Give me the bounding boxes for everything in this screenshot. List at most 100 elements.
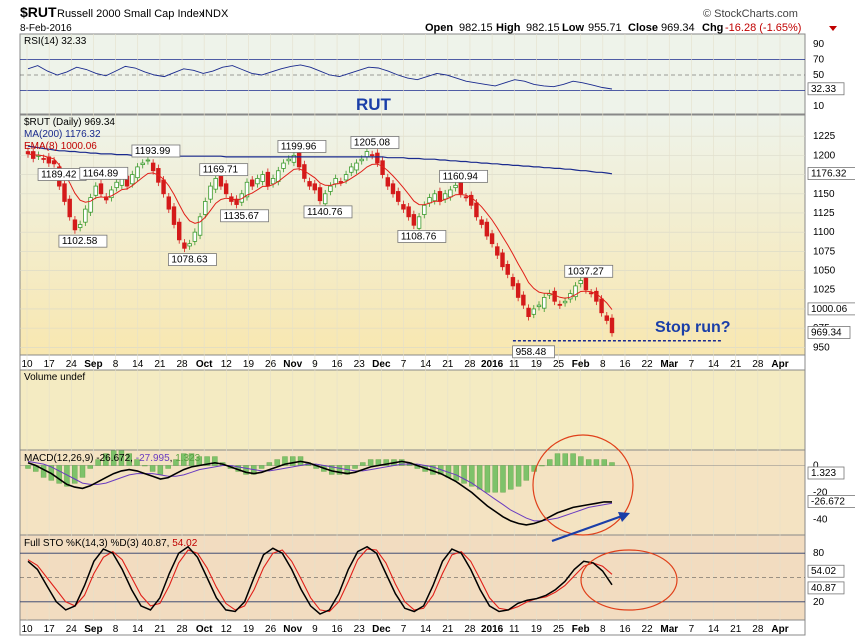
x-tick-label-bottom: Nov (283, 624, 302, 635)
x-tick-label-bottom: 8 (113, 624, 119, 635)
candle-body (62, 183, 67, 202)
x-tick-label-bottom: 10 (21, 624, 33, 635)
ema8-current-label-box (807, 302, 855, 316)
candle-body (244, 181, 250, 198)
high-value: 982.15 (526, 22, 560, 34)
price-callout: 1205.08 (354, 137, 391, 148)
sto-k-legend-name: %K(14,3) (66, 538, 108, 549)
x-tick-label-bottom: 19 (531, 624, 543, 635)
macd-hist-bar (118, 450, 125, 466)
x-tick-label: 28 (464, 359, 476, 370)
candle-body (197, 216, 203, 236)
x-tick-label-bottom: 7 (689, 624, 695, 635)
candle-body (307, 181, 312, 187)
candle-body (223, 183, 229, 195)
candle-body (187, 243, 192, 247)
price-tick-label: 1150 (813, 189, 835, 200)
x-tick-label-bottom: 26 (265, 624, 277, 635)
candle-body (135, 166, 140, 179)
candle-body (166, 196, 171, 210)
rsi-line (27, 64, 613, 90)
x-tick-label: 11 (509, 359, 520, 370)
candle-body (484, 221, 490, 237)
price-callout: 1140.76 (307, 207, 343, 218)
x-tick-label-bottom: 24 (66, 624, 78, 635)
x-tick-label-bottom: 19 (243, 624, 255, 635)
macd-hist-bar (352, 465, 358, 469)
x-tick-label-bottom: 28 (176, 624, 188, 635)
candle-body (495, 246, 500, 256)
x-tick-label: 7 (689, 359, 695, 370)
price-callout-box (512, 345, 555, 359)
candle-body (286, 158, 291, 162)
x-tick-label-bottom: 14 (132, 624, 144, 635)
ma200-legend-value: 1176.32 (65, 129, 101, 140)
macd-hist-bar (149, 465, 156, 472)
macd-hist-bar (165, 465, 171, 469)
candle-body (594, 290, 599, 302)
macd-hist-bar (562, 453, 568, 466)
x-tick-label-bottom: 11 (509, 624, 520, 635)
macd-hist-bar (554, 453, 561, 466)
price-callout-box (220, 209, 269, 223)
candle-body (291, 154, 297, 163)
macd-hist-bar (40, 465, 47, 478)
macd-hist-bar (188, 453, 195, 466)
candle-body (474, 202, 479, 218)
macd-hist-bar (523, 465, 530, 481)
x-tick-label-bottom: Mar (660, 624, 678, 635)
price-callout: 1102.58 (62, 236, 98, 247)
price-callout-box (199, 163, 249, 177)
macd-hist-bar (453, 465, 459, 481)
macd-hist-bar (531, 465, 537, 472)
macd-hist-bar (87, 465, 93, 469)
x-tick-label-bottom: 8 (600, 624, 606, 635)
x-tick-label: Mar (660, 359, 678, 370)
macd-legend: MACD(12,26,9) -26.672, -27.995, 1.323 (24, 453, 201, 464)
low-label: Low (562, 22, 584, 34)
candle-body (583, 277, 589, 291)
x-tick-label: 28 (752, 359, 764, 370)
open-label: Open (425, 22, 453, 34)
candle-body (208, 185, 213, 200)
x-tick-label: Feb (572, 359, 590, 370)
macd-hist-bar (461, 465, 467, 484)
candle-body (469, 194, 474, 206)
x-tick-label: Apr (771, 359, 788, 370)
candle-body (338, 181, 344, 183)
candle-body (88, 197, 93, 213)
price-tick-label: 1100 (813, 227, 835, 238)
price-callout-box (564, 264, 614, 278)
price-callout-box (350, 136, 400, 149)
candle-body (463, 196, 469, 199)
macd-hist-bar (500, 465, 506, 493)
candle-body (552, 290, 557, 302)
x-tick-label: 25 (553, 359, 565, 370)
ema8-legend: EMA(8) 1000.06 (24, 141, 97, 152)
candle-body (437, 191, 443, 202)
candle-body (51, 160, 57, 165)
candle-body (578, 280, 583, 284)
candle-body (531, 308, 536, 315)
candle-body (93, 185, 98, 196)
macd-hist-bar (484, 465, 491, 493)
candle-body (599, 298, 604, 314)
x-tick-label: 16 (331, 359, 343, 370)
candle-body (453, 184, 458, 189)
x-tick-label: 21 (730, 359, 742, 370)
macd-hist-bar (609, 462, 615, 466)
candle-body (296, 152, 302, 168)
candle-body (354, 162, 359, 171)
price-callout: 1108.76 (401, 231, 437, 242)
x-tick-label: 12 (221, 359, 233, 370)
x-tick-label-bottom: Dec (372, 624, 391, 635)
x-tick-label-bottom: 28 (752, 624, 764, 635)
price-callout: 1160.94 (443, 171, 479, 182)
candle-body (109, 189, 114, 199)
symbol-title: $RUT (20, 4, 57, 20)
x-tick-label: Sep (84, 359, 102, 370)
low-value: 955.71 (588, 22, 622, 34)
candle-body (161, 179, 166, 195)
price-callout: 1169.71 (203, 165, 239, 176)
x-tick-label-bottom: 14 (708, 624, 720, 635)
